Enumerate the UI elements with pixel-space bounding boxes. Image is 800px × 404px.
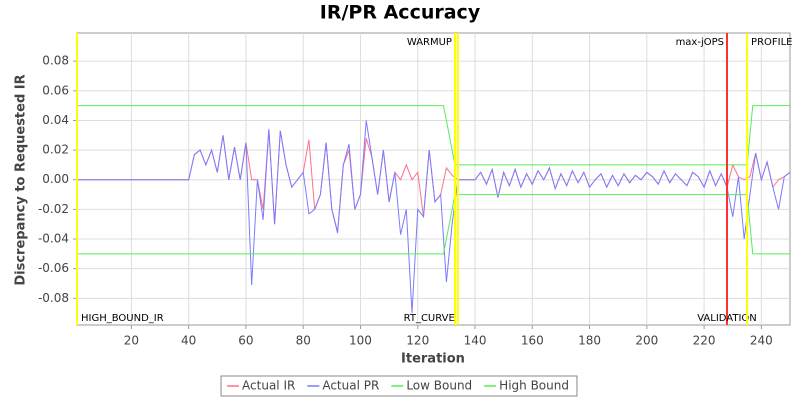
x-tick-label: 80 [296,334,311,348]
legend-label: Low Bound [406,379,472,393]
y-tick-label: -0.06 [38,261,69,275]
marker-label: VALIDATION [697,313,757,324]
legend-item: High Bound [484,379,569,393]
y-tick-label: 0.04 [42,113,69,127]
y-tick-label: -0.08 [38,291,69,305]
legend-item: Actual IR [227,379,295,393]
x-tick-label: 180 [578,334,601,348]
x-tick-label: 100 [349,334,372,348]
marker-label: PROFILE [751,37,792,48]
x-tick-label: 160 [521,334,544,348]
x-tick-label: 140 [464,334,487,348]
x-tick-label: 40 [181,334,196,348]
x-tick-label: 240 [750,334,773,348]
legend: Actual IR Actual PR Low Bound High Bound [227,379,569,393]
marker-label: max-jOPS [676,37,724,48]
y-tick-label: 0.02 [42,143,69,157]
y-tick-label: -0.02 [38,202,69,216]
legend-item: Low Bound [391,379,472,393]
series-line [77,105,790,166]
marker-label: HIGH_BOUND_IR [81,313,164,324]
x-tick-label: 200 [635,334,658,348]
chart-title: IR/PR Accuracy [320,2,481,24]
marker-label: RT_CURVE [404,313,455,324]
legend-item: Actual PR [307,379,379,393]
x-tick-label: 20 [124,334,139,348]
x-tick-label: 60 [238,334,253,348]
legend-label: High Bound [499,379,569,393]
x-tick-label: 220 [693,334,716,348]
series-line [77,194,790,255]
x-tick-label: 120 [406,334,429,348]
legend-label: Actual IR [242,379,295,393]
y-tick-label: 0.08 [42,54,69,68]
y-tick-label: -0.04 [38,232,69,246]
legend-label: Actual PR [322,379,379,393]
y-tick-label: 0.06 [42,83,69,97]
plot-area [76,32,791,326]
series-line [77,120,791,314]
x-axis-label: Iteration [401,352,465,367]
y-tick-label: 0.00 [42,172,69,186]
marker-label: WARMUP [407,37,452,48]
y-axis-label: Discrepancy to Requested IR [14,74,29,285]
